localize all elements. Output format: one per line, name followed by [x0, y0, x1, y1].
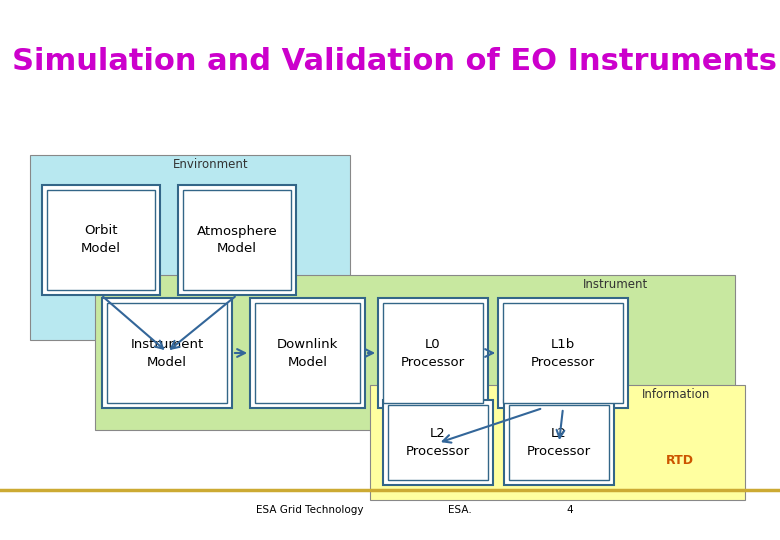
FancyBboxPatch shape	[504, 400, 614, 485]
FancyBboxPatch shape	[102, 298, 232, 408]
FancyBboxPatch shape	[378, 298, 488, 408]
FancyBboxPatch shape	[47, 190, 155, 290]
Text: Instrument: Instrument	[583, 278, 648, 291]
FancyBboxPatch shape	[107, 303, 227, 403]
FancyBboxPatch shape	[370, 385, 745, 500]
FancyBboxPatch shape	[178, 185, 296, 295]
Text: L0
Processor: L0 Processor	[401, 338, 465, 368]
Text: 4: 4	[567, 505, 573, 515]
FancyBboxPatch shape	[250, 298, 365, 408]
Text: Instrument
Model: Instrument Model	[130, 338, 204, 368]
FancyBboxPatch shape	[255, 303, 360, 403]
Text: L1b
Processor: L1b Processor	[531, 338, 595, 368]
Text: L2
Processor: L2 Processor	[527, 427, 591, 458]
Text: Information: Information	[642, 388, 710, 401]
Text: ESA Grid Technology: ESA Grid Technology	[257, 505, 363, 515]
Text: Orbit
Model: Orbit Model	[81, 225, 121, 255]
Text: L2
Processor: L2 Processor	[406, 427, 470, 458]
FancyBboxPatch shape	[183, 190, 291, 290]
FancyBboxPatch shape	[503, 303, 623, 403]
FancyBboxPatch shape	[30, 155, 350, 340]
Text: Simulation and Validation of EO Instruments: Simulation and Validation of EO Instrume…	[12, 48, 777, 77]
FancyBboxPatch shape	[498, 298, 628, 408]
Text: Environment: Environment	[172, 158, 248, 171]
Text: Downlink
Model: Downlink Model	[277, 338, 339, 368]
FancyBboxPatch shape	[383, 400, 493, 485]
Text: ESA.: ESA.	[448, 505, 472, 515]
FancyBboxPatch shape	[383, 303, 483, 403]
Text: RTD: RTD	[666, 454, 694, 467]
FancyBboxPatch shape	[95, 275, 735, 430]
FancyBboxPatch shape	[388, 405, 488, 480]
FancyBboxPatch shape	[42, 185, 160, 295]
FancyBboxPatch shape	[509, 405, 609, 480]
Text: Atmosphere
Model: Atmosphere Model	[197, 225, 278, 255]
